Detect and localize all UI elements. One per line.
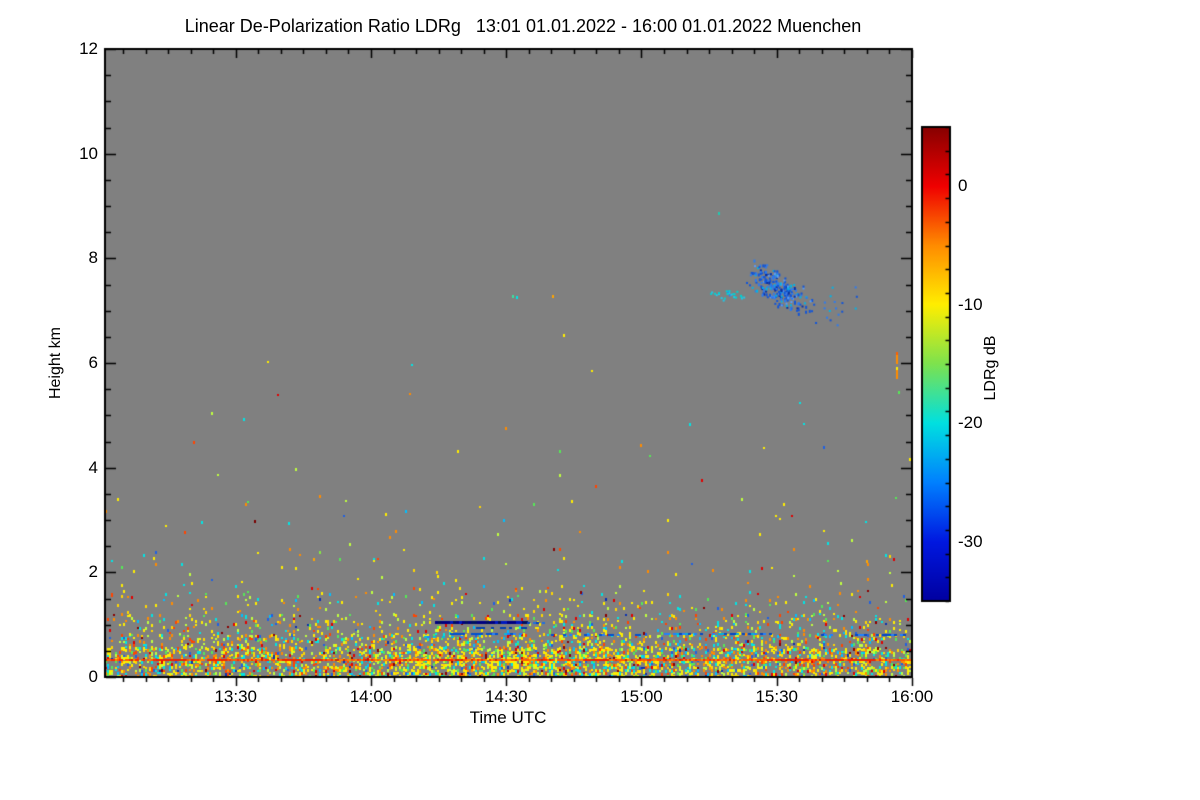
colorbar-tick-label: 0 (958, 176, 968, 196)
y-tick-label: 8 (88, 248, 98, 268)
colorbar-tick-label: -20 (958, 413, 983, 433)
colorbar-tick-label: -30 (958, 531, 983, 551)
x-tick-label: 16:00 (890, 687, 934, 706)
x-tick-label: 14:30 (484, 687, 528, 706)
x-tick-label: 13:30 (214, 687, 257, 706)
y-tick-label: 10 (79, 143, 98, 163)
chart-title: Linear De-Polarization Ratio LDRg 13:01 … (184, 16, 862, 36)
y-tick-label: 4 (88, 457, 98, 477)
y-tick-label: 6 (88, 353, 98, 372)
x-tick-label: 15:00 (620, 687, 663, 706)
x-axis-label: Time UTC (469, 708, 547, 727)
y-tick-label: 2 (88, 562, 98, 582)
y-tick-label: 0 (88, 667, 98, 686)
x-tick-label: 14:00 (349, 687, 393, 706)
x-tick-label: 15:30 (755, 687, 798, 706)
colorbar-label: LDRg dB (982, 335, 999, 401)
y-tick-label: 12 (79, 39, 98, 58)
colorbar-tick-label: -10 (958, 294, 983, 314)
